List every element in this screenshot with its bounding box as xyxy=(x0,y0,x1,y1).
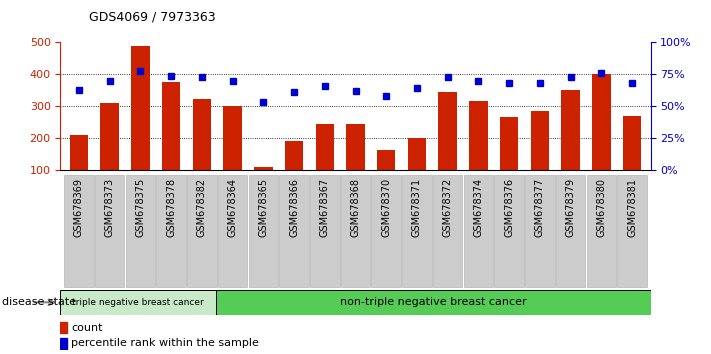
Bar xyxy=(469,101,488,202)
Bar xyxy=(223,106,242,202)
Bar xyxy=(592,74,611,202)
Bar xyxy=(494,175,524,287)
Text: GSM678374: GSM678374 xyxy=(474,178,483,237)
Bar xyxy=(64,175,94,287)
Text: GSM678369: GSM678369 xyxy=(74,178,84,237)
Text: GSM678365: GSM678365 xyxy=(258,178,268,237)
Bar xyxy=(70,135,88,202)
Text: GSM678372: GSM678372 xyxy=(443,178,453,237)
Bar xyxy=(131,46,149,202)
Bar xyxy=(407,138,426,202)
Bar xyxy=(60,322,67,333)
Bar xyxy=(525,175,555,287)
Bar xyxy=(562,90,580,202)
Bar xyxy=(249,175,278,287)
Bar xyxy=(530,111,549,202)
Bar xyxy=(95,175,124,287)
Text: GSM678382: GSM678382 xyxy=(197,178,207,237)
Text: percentile rank within the sample: percentile rank within the sample xyxy=(71,338,259,348)
Bar xyxy=(126,175,155,287)
Bar xyxy=(556,175,585,287)
Bar xyxy=(439,92,457,202)
Text: GSM678367: GSM678367 xyxy=(320,178,330,237)
Bar xyxy=(371,175,401,287)
Bar xyxy=(279,175,309,287)
Text: GSM678375: GSM678375 xyxy=(135,178,145,237)
Text: GSM678379: GSM678379 xyxy=(566,178,576,237)
Text: GSM678378: GSM678378 xyxy=(166,178,176,237)
Text: disease state: disease state xyxy=(2,297,76,307)
Text: GSM678370: GSM678370 xyxy=(381,178,391,237)
Bar xyxy=(285,141,304,202)
Text: non-triple negative breast cancer: non-triple negative breast cancer xyxy=(340,297,526,307)
Text: GSM678376: GSM678376 xyxy=(504,178,514,237)
Text: GSM678371: GSM678371 xyxy=(412,178,422,237)
Bar xyxy=(623,116,641,202)
Text: GDS4069 / 7973363: GDS4069 / 7973363 xyxy=(89,11,215,24)
Bar xyxy=(377,150,395,202)
Bar xyxy=(587,175,616,287)
Bar xyxy=(100,103,119,202)
Bar xyxy=(162,82,181,202)
Bar xyxy=(60,338,67,349)
Bar xyxy=(310,175,340,287)
Bar xyxy=(346,124,365,202)
Text: GSM678381: GSM678381 xyxy=(627,178,637,237)
Text: GSM678366: GSM678366 xyxy=(289,178,299,237)
Bar xyxy=(215,290,651,315)
Bar xyxy=(433,175,462,287)
Bar xyxy=(341,175,370,287)
Bar xyxy=(402,175,432,287)
Bar xyxy=(60,290,215,315)
Bar xyxy=(156,175,186,287)
Bar xyxy=(464,175,493,287)
Bar xyxy=(316,124,334,202)
Bar xyxy=(218,175,247,287)
Text: GSM678377: GSM678377 xyxy=(535,178,545,237)
Bar xyxy=(500,118,518,202)
Text: GSM678380: GSM678380 xyxy=(597,178,606,237)
Bar xyxy=(254,167,272,202)
Text: triple negative breast cancer: triple negative breast cancer xyxy=(73,298,204,307)
Text: GSM678373: GSM678373 xyxy=(105,178,114,237)
Bar xyxy=(617,175,647,287)
Bar xyxy=(193,99,211,202)
Text: GSM678368: GSM678368 xyxy=(351,178,360,237)
Text: GSM678364: GSM678364 xyxy=(228,178,237,237)
Text: count: count xyxy=(71,322,102,332)
Bar xyxy=(187,175,217,287)
